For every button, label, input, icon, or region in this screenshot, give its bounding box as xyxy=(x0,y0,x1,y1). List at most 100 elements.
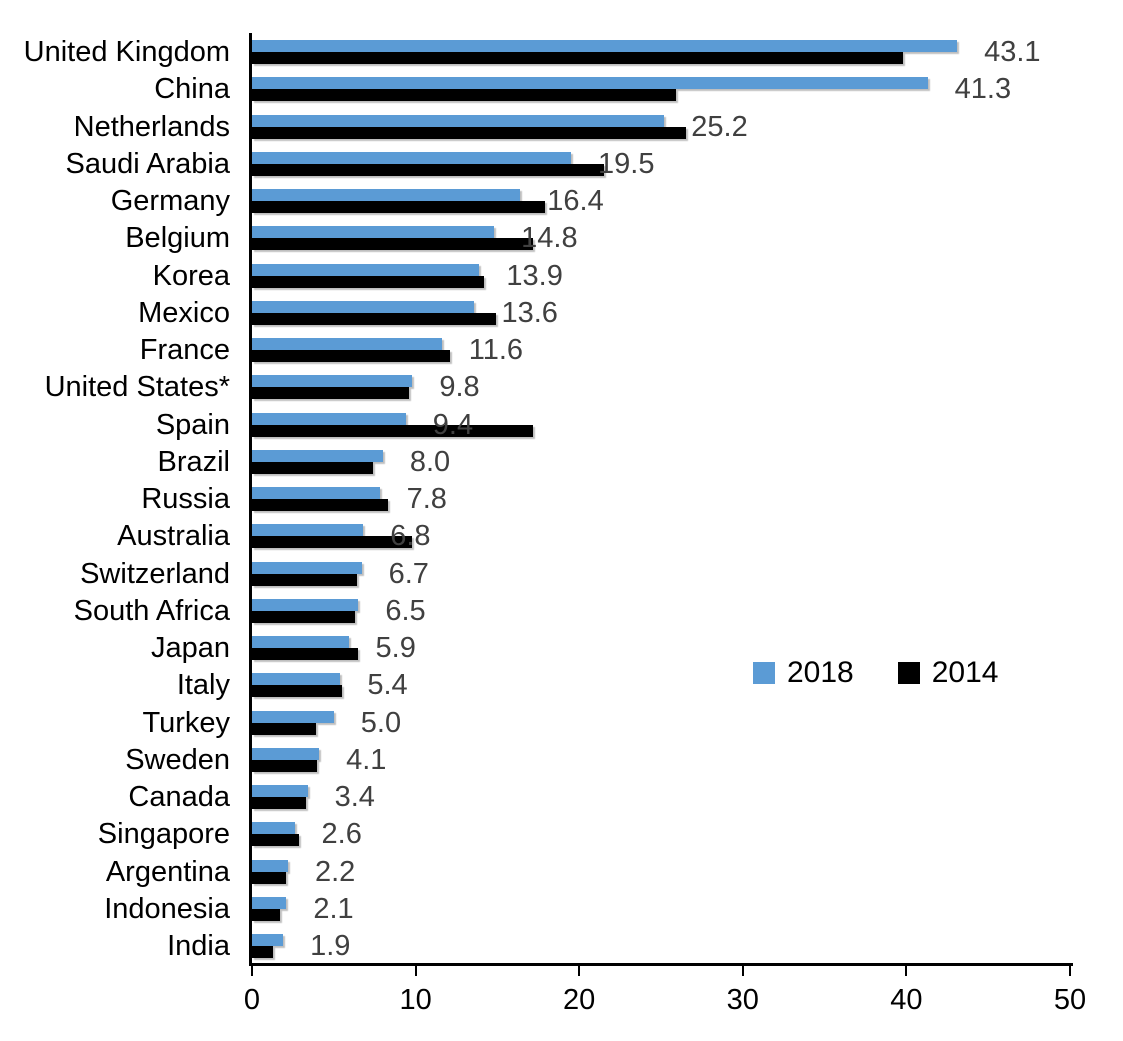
bar-2018-brazil xyxy=(252,449,383,462)
bar-2018-mexico xyxy=(252,300,475,313)
x-tick-50 xyxy=(1069,964,1071,976)
bar-2014-switzerland xyxy=(252,573,357,586)
value-label-india: 1.9 xyxy=(310,930,351,962)
x-tick-30 xyxy=(741,964,744,976)
legend-label-2014: 2014 xyxy=(931,656,999,689)
bar-2014-argentina xyxy=(252,871,287,884)
bar-2014-canada xyxy=(252,797,306,809)
category-label-united-states: United States* xyxy=(44,371,230,404)
bar-2018-france xyxy=(252,338,442,350)
x-axis-line xyxy=(249,963,1073,966)
bar-2018-korea xyxy=(252,263,480,276)
category-label-indonesia: Indonesia xyxy=(104,892,230,925)
bar-2014-china xyxy=(252,89,676,102)
category-label-argentina: Argentina xyxy=(105,855,230,888)
value-label-canada: 3.4 xyxy=(334,781,375,813)
value-label-spain: 9.4 xyxy=(432,408,474,441)
value-label-turkey: 5.0 xyxy=(360,706,402,739)
value-label-italy: 5.4 xyxy=(367,669,408,702)
category-label-turkey: Turkey xyxy=(142,706,230,739)
category-label-korea: Korea xyxy=(152,259,230,292)
category-label-belgium: Belgium xyxy=(125,222,230,255)
x-tick-label-10: 10 xyxy=(399,984,432,1016)
y-axis-line xyxy=(249,33,252,966)
value-label-indonesia: 2.1 xyxy=(313,892,354,925)
bar-2018-singapore xyxy=(252,822,295,835)
category-label-australia: Australia xyxy=(117,520,230,553)
bar-2014-netherlands xyxy=(252,126,686,139)
bar-2018-argentina xyxy=(252,859,288,872)
value-label-united-kingdom: 43.1 xyxy=(984,36,1041,68)
value-label-south-africa: 6.5 xyxy=(385,594,426,627)
x-tick-label-50: 50 xyxy=(1053,984,1087,1016)
category-label-united-kingdom: United Kingdom xyxy=(23,36,230,68)
category-label-china: China xyxy=(154,73,230,106)
bar-2014-mexico xyxy=(252,312,496,325)
bar-2018-belgium xyxy=(252,226,495,239)
value-label-france: 11.6 xyxy=(468,334,524,366)
bar-2014-russia xyxy=(252,499,388,511)
bar-2018-india xyxy=(252,934,284,946)
bar-2014-south-africa xyxy=(252,610,356,623)
bar-2018-germany xyxy=(252,189,521,201)
value-label-singapore: 2.6 xyxy=(321,818,362,851)
bar-2018-japan xyxy=(252,636,349,648)
legend-item-2018: 2018 xyxy=(753,658,854,688)
x-tick-40 xyxy=(905,964,908,976)
category-label-singapore: Singapore xyxy=(97,818,230,851)
category-label-saudi-arabia: Saudi Arabia xyxy=(65,147,230,180)
bar-2014-japan xyxy=(252,648,359,660)
legend-swatch-2014-icon xyxy=(897,662,920,684)
category-label-japan: Japan xyxy=(150,632,230,664)
bar-2018-spain xyxy=(252,412,406,425)
category-label-france: France xyxy=(139,334,230,366)
bar-2018-sweden xyxy=(252,747,320,760)
category-label-netherlands: Netherlands xyxy=(73,110,230,143)
bar-2014-germany xyxy=(252,201,545,213)
bar-2014-belgium xyxy=(252,238,534,251)
bar-2018-italy xyxy=(252,673,341,686)
bar-2014-australia xyxy=(252,536,413,549)
bar-2014-spain xyxy=(252,424,534,437)
value-label-netherlands: 25.2 xyxy=(691,110,748,143)
x-tick-20 xyxy=(578,964,581,976)
x-tick-label-40: 40 xyxy=(890,984,923,1016)
x-tick-label-0: 0 xyxy=(243,984,261,1016)
bar-2014-singapore xyxy=(252,834,300,847)
x-tick-10 xyxy=(414,964,417,976)
bar-2018-canada xyxy=(252,785,308,797)
bar-2014-saudi-arabia xyxy=(252,163,604,176)
bar-2018-switzerland xyxy=(252,561,362,574)
bar-2018-saudi-arabia xyxy=(252,151,572,164)
bar-2018-china xyxy=(252,77,928,90)
bar-2018-united-states xyxy=(252,375,413,388)
category-label-south-africa: South Africa xyxy=(73,594,230,627)
bar-2014-united-states xyxy=(252,387,410,400)
category-label-india: India xyxy=(167,930,230,962)
legend-swatch-2018-icon xyxy=(753,662,775,684)
bar-2014-brazil xyxy=(252,461,374,474)
category-label-canada: Canada xyxy=(128,781,230,813)
bar-2018-turkey xyxy=(252,710,334,723)
bar-2018-indonesia xyxy=(252,896,287,909)
value-label-argentina: 2.2 xyxy=(314,855,356,888)
bar-2014-italy xyxy=(252,685,342,698)
value-label-korea: 13.9 xyxy=(506,259,563,292)
value-label-germany: 16.4 xyxy=(547,185,604,217)
category-label-germany: Germany xyxy=(110,185,230,217)
category-label-brazil: Brazil xyxy=(157,445,230,478)
value-label-russia: 7.8 xyxy=(406,483,447,515)
bar-2014-sweden xyxy=(252,759,318,772)
value-label-saudi-arabia: 19.5 xyxy=(598,147,655,180)
value-label-brazil: 8.0 xyxy=(409,445,451,478)
bar-2014-france xyxy=(252,350,450,362)
value-label-belgium: 14.8 xyxy=(521,222,578,255)
bar-2014-indonesia xyxy=(252,908,280,921)
value-label-mexico: 13.6 xyxy=(501,296,558,329)
category-label-switzerland: Switzerland xyxy=(80,557,230,590)
x-tick-label-20: 20 xyxy=(563,984,596,1016)
category-label-russia: Russia xyxy=(141,483,230,515)
value-label-united-states: 9.8 xyxy=(439,371,480,404)
bar-2018-south-africa xyxy=(252,598,359,611)
